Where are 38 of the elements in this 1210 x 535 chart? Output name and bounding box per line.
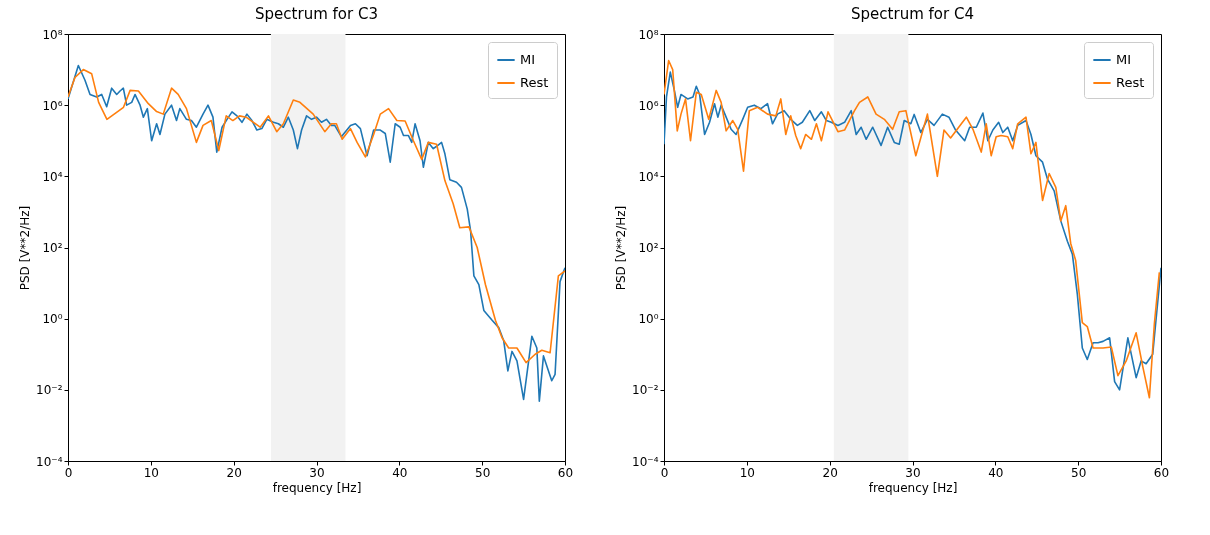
y-tick-label: 10² (638, 241, 659, 255)
y-tick-label: 10⁴ (42, 169, 63, 184)
legend-label: MI (1116, 52, 1132, 67)
y-tick-label: 10⁸ (42, 27, 63, 42)
x-tick-label: 60 (557, 465, 574, 480)
x-tick-label: 0 (660, 465, 669, 480)
x-tick-label: 20 (822, 465, 838, 480)
y-tick-label: 10⁻² (36, 383, 63, 398)
legend-label: MI (520, 52, 536, 67)
y-tick-label: 10⁰ (42, 312, 63, 327)
y-tick-label: 10⁶ (42, 98, 63, 113)
chart-title: Spectrum for C3 (255, 5, 378, 23)
y-tick-label: 10² (42, 241, 63, 255)
x-tick-label: 30 (309, 465, 325, 480)
x-tick-label: 20 (226, 465, 242, 480)
y-tick-label: 10⁻² (632, 383, 659, 398)
y-tick-label: 10⁻⁴ (632, 454, 659, 469)
legend-label: Rest (520, 75, 549, 90)
x-tick-label: 60 (1153, 465, 1170, 480)
x-tick-label: 40 (988, 465, 1004, 480)
x-axis-title: frequency [Hz] (272, 480, 362, 495)
x-tick-label: 40 (392, 465, 408, 480)
x-tick-label: 30 (905, 465, 921, 480)
x-tick-label: 10 (739, 465, 755, 480)
y-axis-title: PSD [V**2/Hz] (18, 205, 33, 291)
chart-title: Spectrum for C4 (851, 5, 974, 23)
x-axis-title: frequency [Hz] (868, 480, 958, 495)
legend-label: Rest (1116, 75, 1145, 90)
y-axis-title: PSD [V**2/Hz] (614, 205, 629, 291)
y-tick-label: 10⁻⁴ (36, 454, 63, 469)
y-tick-label: 10⁸ (638, 27, 659, 42)
x-tick-label: 50 (1071, 465, 1087, 480)
y-tick-label: 10⁰ (638, 312, 659, 327)
y-tick-label: 10⁶ (638, 98, 659, 113)
y-tick-label: 10⁴ (638, 169, 659, 184)
x-tick-label: 0 (64, 465, 73, 480)
x-tick-label: 50 (475, 465, 491, 480)
x-tick-label: 10 (143, 465, 159, 480)
